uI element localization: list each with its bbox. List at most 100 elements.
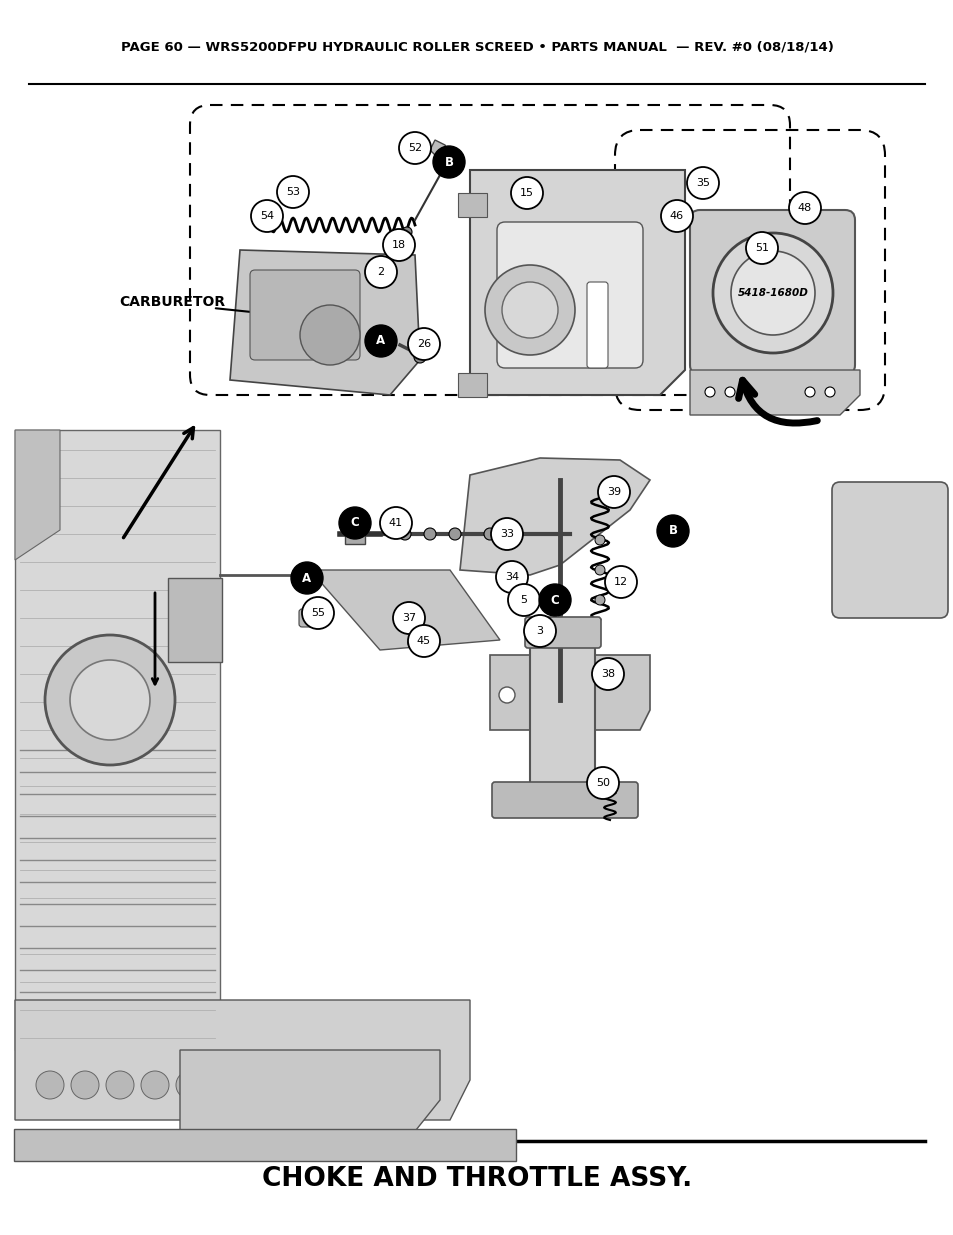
Circle shape xyxy=(36,1071,64,1099)
Text: PAGE 60 — WRS5200DFPU HYDRAULIC ROLLER SCREED • PARTS MANUAL  — REV. #0 (08/18/1: PAGE 60 — WRS5200DFPU HYDRAULIC ROLLER S… xyxy=(120,41,833,53)
FancyBboxPatch shape xyxy=(298,609,327,627)
Circle shape xyxy=(398,529,411,540)
Circle shape xyxy=(382,228,415,261)
FancyBboxPatch shape xyxy=(457,193,486,217)
Circle shape xyxy=(408,625,439,657)
Circle shape xyxy=(414,351,426,363)
Circle shape xyxy=(604,566,637,598)
Circle shape xyxy=(365,256,396,288)
Polygon shape xyxy=(459,458,649,576)
Circle shape xyxy=(398,132,431,164)
FancyBboxPatch shape xyxy=(168,578,222,662)
Circle shape xyxy=(730,251,814,335)
Text: 33: 33 xyxy=(499,529,514,538)
Text: 34: 34 xyxy=(504,572,518,582)
Circle shape xyxy=(106,1071,133,1099)
Circle shape xyxy=(246,1071,274,1099)
FancyBboxPatch shape xyxy=(250,270,359,359)
Circle shape xyxy=(379,508,412,538)
Circle shape xyxy=(408,636,421,650)
FancyBboxPatch shape xyxy=(492,782,638,818)
Circle shape xyxy=(281,1071,309,1099)
Circle shape xyxy=(523,615,556,647)
Text: C: C xyxy=(351,516,359,530)
Polygon shape xyxy=(430,140,457,170)
Circle shape xyxy=(657,515,688,547)
Circle shape xyxy=(45,635,174,764)
FancyBboxPatch shape xyxy=(524,618,600,648)
Text: 48: 48 xyxy=(797,203,811,212)
Text: 52: 52 xyxy=(408,143,421,153)
Text: C: C xyxy=(550,594,558,606)
Circle shape xyxy=(376,268,385,275)
Circle shape xyxy=(302,597,334,629)
Circle shape xyxy=(175,1071,204,1099)
Circle shape xyxy=(511,177,542,209)
Text: B: B xyxy=(444,156,453,168)
Text: 5418-1680D: 5418-1680D xyxy=(737,288,807,298)
Circle shape xyxy=(484,266,575,354)
Polygon shape xyxy=(689,370,859,415)
Circle shape xyxy=(449,529,460,540)
Polygon shape xyxy=(15,1000,470,1120)
Circle shape xyxy=(712,233,832,353)
FancyBboxPatch shape xyxy=(497,222,642,368)
Circle shape xyxy=(276,177,309,207)
Circle shape xyxy=(491,517,522,550)
FancyBboxPatch shape xyxy=(530,625,595,795)
Circle shape xyxy=(704,387,714,396)
Circle shape xyxy=(251,200,283,232)
Circle shape xyxy=(538,584,571,616)
Circle shape xyxy=(70,659,150,740)
Circle shape xyxy=(141,1071,169,1099)
Text: 55: 55 xyxy=(311,608,325,618)
Text: 26: 26 xyxy=(416,338,431,350)
Circle shape xyxy=(660,200,692,232)
Circle shape xyxy=(315,1071,344,1099)
Circle shape xyxy=(496,561,527,593)
Circle shape xyxy=(483,529,496,540)
FancyArrowPatch shape xyxy=(738,380,817,424)
Circle shape xyxy=(433,146,464,178)
Text: 12: 12 xyxy=(614,577,627,587)
Circle shape xyxy=(509,529,520,540)
Polygon shape xyxy=(230,249,419,395)
FancyBboxPatch shape xyxy=(586,282,607,368)
Circle shape xyxy=(291,562,323,594)
Circle shape xyxy=(745,232,778,264)
Text: 45: 45 xyxy=(416,636,431,646)
Circle shape xyxy=(351,1071,378,1099)
Text: 50: 50 xyxy=(596,778,609,788)
Text: 38: 38 xyxy=(600,669,615,679)
Text: 15: 15 xyxy=(519,188,534,198)
Text: 53: 53 xyxy=(286,186,299,198)
FancyBboxPatch shape xyxy=(831,482,947,618)
Polygon shape xyxy=(345,524,365,543)
Text: 5: 5 xyxy=(520,595,527,605)
FancyBboxPatch shape xyxy=(689,210,854,375)
Polygon shape xyxy=(310,571,499,650)
Circle shape xyxy=(498,687,515,703)
Circle shape xyxy=(501,282,558,338)
Circle shape xyxy=(724,387,734,396)
Polygon shape xyxy=(470,170,684,395)
Circle shape xyxy=(598,475,629,508)
Circle shape xyxy=(408,329,439,359)
Circle shape xyxy=(401,227,412,237)
Text: CHOKE AND THROTTLE ASSY.: CHOKE AND THROTTLE ASSY. xyxy=(262,1166,691,1193)
Circle shape xyxy=(71,1071,99,1099)
Polygon shape xyxy=(15,430,220,1050)
Text: 3: 3 xyxy=(536,626,543,636)
Text: 18: 18 xyxy=(392,240,406,249)
Circle shape xyxy=(592,658,623,690)
Text: 37: 37 xyxy=(401,613,416,622)
Circle shape xyxy=(373,264,389,280)
Polygon shape xyxy=(490,655,649,730)
Circle shape xyxy=(393,601,424,634)
FancyBboxPatch shape xyxy=(457,373,486,396)
Circle shape xyxy=(211,1071,239,1099)
Text: 51: 51 xyxy=(754,243,768,253)
Circle shape xyxy=(507,584,539,616)
Text: CARBURETOR: CARBURETOR xyxy=(119,295,225,309)
Text: 2: 2 xyxy=(377,267,384,277)
